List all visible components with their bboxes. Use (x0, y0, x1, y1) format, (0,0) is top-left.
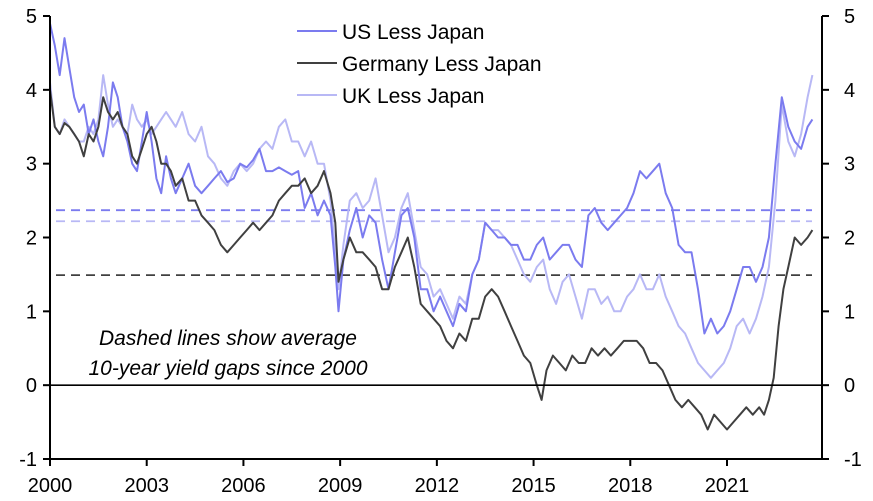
y-tick-label-right: 4 (844, 80, 855, 102)
y-tick-label-right: 1 (844, 301, 855, 323)
legend: US Less Japan Germany Less Japan UK Less J… (297, 21, 542, 108)
y-tick-label-left: 5 (26, 6, 37, 28)
y-tick-label-right: -1 (844, 449, 862, 471)
series-line-germany-less-japan (49, 89, 814, 431)
x-tick-label: 2015 (511, 475, 556, 497)
series-line-us-less-japan (49, 23, 814, 335)
y-tick-label-right: 3 (844, 154, 855, 176)
y-tick-label-left: 4 (26, 80, 37, 102)
legend-label-us-less-japan: US Less Japan (342, 21, 484, 44)
y-tick-label-left: -1 (19, 449, 37, 471)
series-lines (49, 23, 814, 431)
y-tick-label-left: 1 (26, 301, 37, 323)
axes: -1 -1 0 0 1 1 2 2 3 3 4 4 5 5 2000 2003 2006 2009 2012 2015… (19, 6, 862, 497)
x-tick-label: 2021 (705, 475, 750, 497)
y-tick-label-right: 5 (844, 6, 855, 28)
x-tick-label: 2009 (318, 475, 363, 497)
y-tick-label-left: 0 (26, 375, 37, 397)
annotation-line-1: Dashed lines show average (99, 327, 357, 350)
legend-label-uk-less-japan: UK Less Japan (342, 85, 484, 108)
series-line-uk-less-japan (49, 74, 814, 379)
x-tick-label: 2018 (608, 475, 653, 497)
x-tick-label: 2003 (124, 475, 169, 497)
x-tick-label: 2006 (221, 475, 266, 497)
annotation: Dashed lines show average 10-year yield … (88, 327, 367, 380)
legend-label-germany-less-japan: Germany Less Japan (342, 53, 542, 76)
y-tick-label-left: 3 (26, 154, 37, 176)
y-tick-label-right: 2 (844, 228, 855, 250)
average-lines (56, 209, 812, 277)
annotation-line-2: 10-year yield gaps since 2000 (88, 357, 367, 380)
y-tick-label-left: 2 (26, 228, 37, 250)
x-tick-label: 2012 (415, 475, 460, 497)
x-tick-label: 2000 (28, 475, 73, 497)
y-tick-label-right: 0 (844, 375, 855, 397)
